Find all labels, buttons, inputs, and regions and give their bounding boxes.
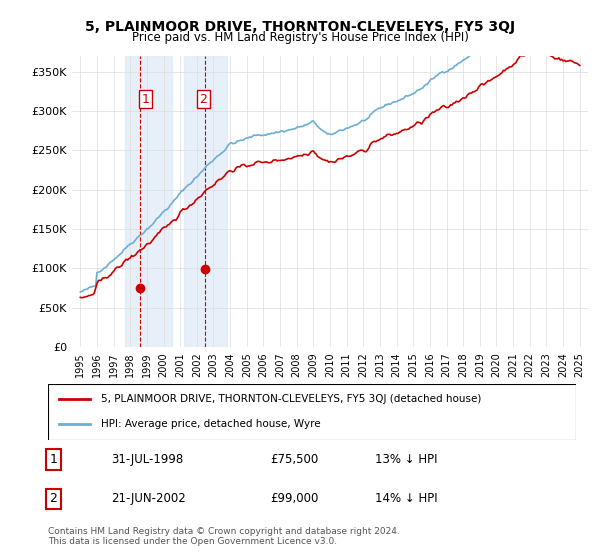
Text: 1: 1 <box>142 93 149 106</box>
Text: 14% ↓ HPI: 14% ↓ HPI <box>376 492 438 505</box>
Bar <box>184 56 227 347</box>
Text: 5, PLAINMOOR DRIVE, THORNTON-CLEVELEYS, FY5 3QJ (detached house): 5, PLAINMOOR DRIVE, THORNTON-CLEVELEYS, … <box>101 394 481 404</box>
Text: Price paid vs. HM Land Registry's House Price Index (HPI): Price paid vs. HM Land Registry's House … <box>131 31 469 44</box>
Text: £75,500: £75,500 <box>270 453 318 466</box>
Bar <box>125 56 172 347</box>
Text: HPI: Average price, detached house, Wyre: HPI: Average price, detached house, Wyre <box>101 419 320 429</box>
FancyBboxPatch shape <box>48 384 576 440</box>
Text: 2: 2 <box>49 492 57 505</box>
Text: 5, PLAINMOOR DRIVE, THORNTON-CLEVELEYS, FY5 3QJ: 5, PLAINMOOR DRIVE, THORNTON-CLEVELEYS, … <box>85 20 515 34</box>
Text: Contains HM Land Registry data © Crown copyright and database right 2024.
This d: Contains HM Land Registry data © Crown c… <box>48 526 400 546</box>
Text: 1: 1 <box>49 453 57 466</box>
Text: 21-JUN-2002: 21-JUN-2002 <box>112 492 186 505</box>
Text: 2: 2 <box>200 93 208 106</box>
Text: £99,000: £99,000 <box>270 492 318 505</box>
Text: 31-JUL-1998: 31-JUL-1998 <box>112 453 184 466</box>
Text: 13% ↓ HPI: 13% ↓ HPI <box>376 453 438 466</box>
